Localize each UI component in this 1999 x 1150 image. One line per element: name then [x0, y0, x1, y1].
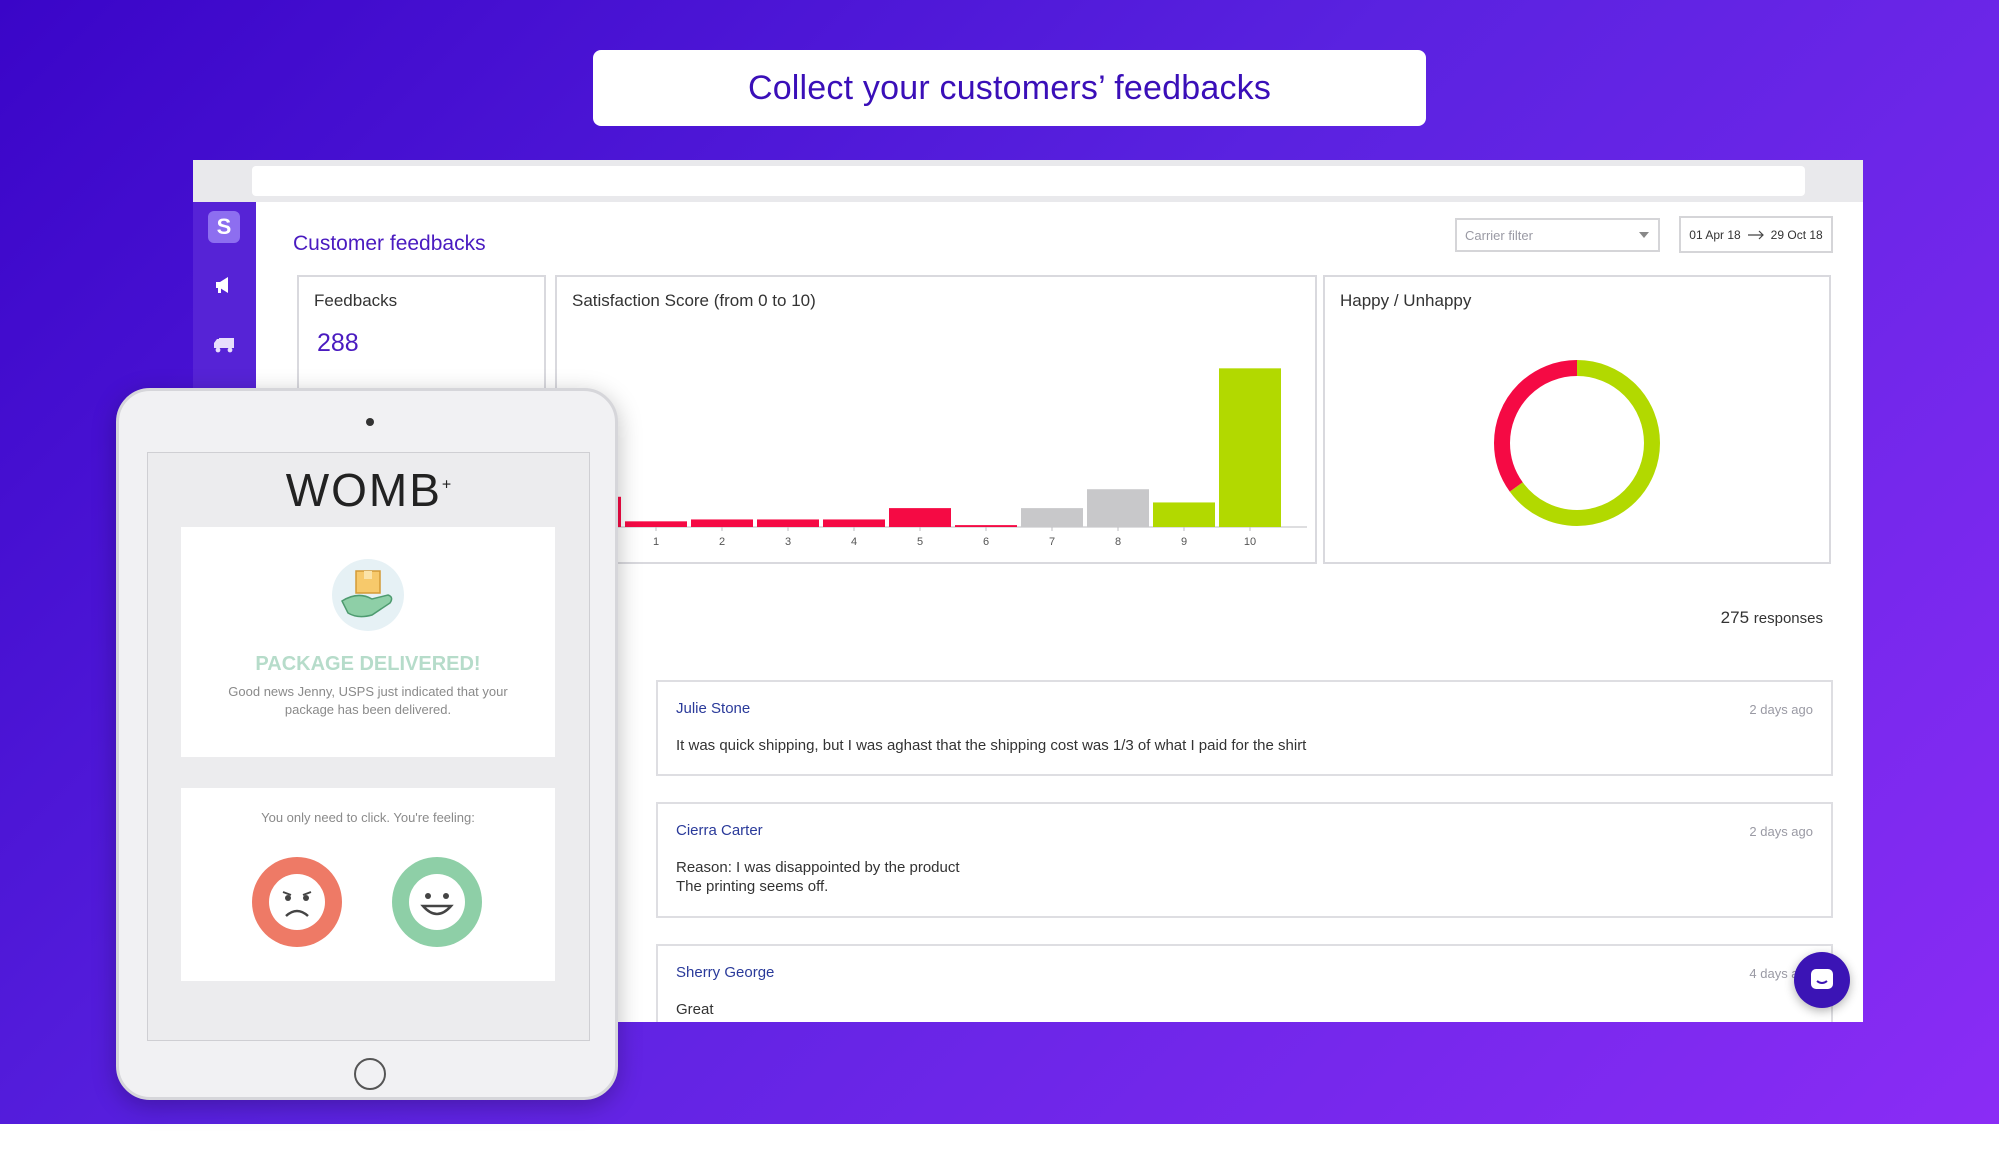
x-tick-label: 4 [851, 536, 857, 548]
feedback-author[interactable]: Julie Stone [676, 700, 751, 717]
feeling-panel: You only need to click. You're feeling: [181, 788, 555, 981]
package-delivered-text: Good news Jenny, USPS just indicated tha… [228, 684, 508, 717]
feedback-author[interactable]: Cierra Carter [676, 822, 763, 839]
womb-brand: WOMB [285, 464, 442, 516]
package-delivered-title: PACKAGE DELIVERED! [255, 653, 481, 675]
x-tick-label: 10 [1244, 536, 1256, 548]
headline-banner: Collect your customers’ feedbacks [593, 50, 1426, 126]
feedback-item[interactable]: Julie Stone 2 days ago It was quick ship… [656, 680, 1833, 776]
bar-score-3[interactable] [757, 519, 819, 527]
bottom-strip [0, 1124, 1999, 1150]
happy-unhappy-title: Happy / Unhappy [1340, 291, 1472, 310]
x-tick-label: 2 [719, 536, 725, 548]
feedback-text: It was quick shipping, but I was aghast … [676, 737, 1307, 754]
url-bar[interactable] [252, 166, 1805, 196]
x-tick-label: 9 [1181, 536, 1187, 548]
happy-unhappy-card: Happy / Unhappy [1323, 275, 1831, 564]
feeling-prompt: You only need to click. You're feeling: [261, 810, 475, 825]
bar-score-4[interactable] [823, 519, 885, 527]
chat-launcher-button[interactable] [1794, 952, 1850, 1008]
feedback-text: Great [676, 1001, 714, 1018]
chevron-down-icon [1639, 232, 1649, 238]
tablet-camera [366, 418, 374, 426]
package-hand-icon [332, 559, 404, 631]
responses-count: 275 responses [1721, 608, 1823, 628]
arrow-right-icon [1747, 230, 1764, 239]
megaphone-icon[interactable] [209, 270, 239, 300]
x-tick-label: 8 [1115, 536, 1121, 548]
bar-score-7[interactable] [1021, 508, 1083, 527]
date-range-picker[interactable]: 01 Apr 18 29 Oct 18 [1679, 216, 1833, 253]
bar-score-9[interactable] [1153, 502, 1215, 527]
headline-text: Collect your customers’ feedbacks [747, 68, 1272, 107]
bar-score-5[interactable] [889, 508, 951, 527]
tablet-mockup: WOMB+ PACKAGE DELIVERED! Good news Jenny… [116, 388, 618, 1100]
bar-score-10[interactable] [1219, 368, 1281, 527]
app-logo[interactable]: S [208, 211, 240, 243]
feedback-text: Reason: I was disappointed by the produc… [676, 859, 960, 895]
happy-face-button[interactable] [391, 856, 483, 948]
delivery-panel: PACKAGE DELIVERED! Good news Jenny, USPS… [181, 527, 555, 757]
date-to: 29 Oct 18 [1770, 227, 1823, 242]
x-tick-label: 7 [1049, 536, 1055, 548]
bar-score-6[interactable] [955, 525, 1017, 527]
bar-score-1[interactable] [625, 521, 687, 527]
feedback-item[interactable]: Cierra Carter 2 days ago Reason: I was d… [656, 802, 1833, 918]
x-tick-label: 3 [785, 536, 791, 548]
tablet-home-button[interactable] [354, 1058, 386, 1090]
bar-score-2[interactable] [691, 519, 753, 527]
page-title: Customer feedbacks [293, 232, 486, 255]
chat-icon [1811, 969, 1833, 989]
satisfaction-score-title: Satisfaction Score (from 0 to 10) [572, 291, 816, 310]
feedback-author[interactable]: Sherry George [676, 964, 775, 981]
feedback-item[interactable]: Sherry George 4 days ago Great [656, 944, 1833, 1022]
satisfaction-bar-chart: 1 2 3 4 5 6 7 8 9 10 [557, 368, 1307, 548]
tablet-screen: WOMB+ PACKAGE DELIVERED! Good news Jenny… [147, 452, 590, 1041]
satisfaction-score-card: Satisfaction Score (from 0 to 10) 1 2 3 4 5 6… [555, 275, 1317, 564]
feedbacks-count: 288 [317, 329, 359, 357]
feedback-time: 2 days ago [1749, 824, 1813, 839]
feedback-time: 2 days ago [1749, 702, 1813, 717]
feedbacks-card-title: Feedbacks [314, 291, 398, 310]
unhappy-face-button[interactable] [251, 856, 343, 948]
womb-brand-mark: + [441, 476, 454, 494]
responses-label: responses [1753, 610, 1823, 627]
x-tick-label: 5 [917, 536, 923, 548]
x-tick-label: 1 [653, 536, 659, 548]
womb-logo: WOMB+ [148, 463, 591, 517]
carrier-filter-placeholder: Carrier filter [1465, 228, 1533, 243]
x-tick-label: 6 [983, 536, 989, 548]
responses-number: 275 [1720, 608, 1750, 627]
happy-unhappy-donut-chart [1494, 360, 1660, 526]
donut-slice-unhappy[interactable] [1494, 360, 1660, 526]
bar-score-8[interactable] [1087, 489, 1149, 527]
browser-toolbar [193, 160, 1863, 202]
app-logo-glyph: S [216, 214, 232, 239]
truck-icon[interactable] [209, 330, 239, 360]
carrier-filter-select[interactable]: Carrier filter [1455, 218, 1660, 252]
date-from: 01 Apr 18 [1689, 227, 1741, 242]
